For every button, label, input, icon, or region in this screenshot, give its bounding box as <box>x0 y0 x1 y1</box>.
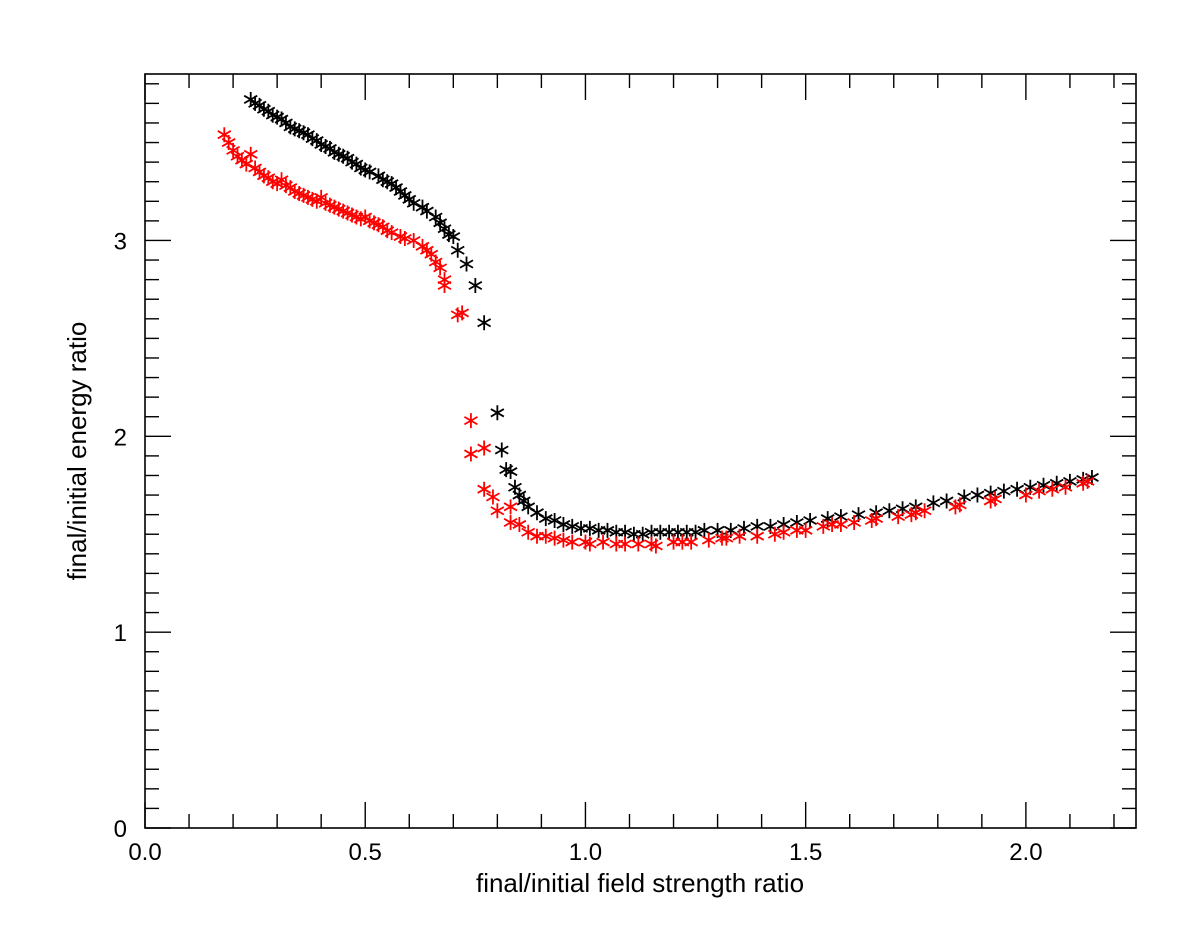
data-point-red <box>648 538 663 554</box>
data-point-red <box>816 518 831 534</box>
data-point-red <box>1058 479 1073 495</box>
data-point-red <box>463 446 478 462</box>
tick-labels: 0.0 0.5 1.0 1.5 2.0 0 1 2 3 <box>114 228 1043 866</box>
data-point-red <box>847 514 862 530</box>
y-tick-label: 0 <box>114 816 127 843</box>
axis-ticks <box>144 74 1136 829</box>
data-point-red <box>455 305 470 321</box>
data-point-red <box>243 146 258 162</box>
x-tick-label: 2.0 <box>1009 839 1042 866</box>
data-point-red <box>437 278 452 294</box>
data-point-black <box>468 278 483 294</box>
x-tick-label: 1.5 <box>789 839 822 866</box>
data-point-red <box>798 522 813 538</box>
data-point-red <box>1080 473 1095 489</box>
data-point-red <box>512 516 527 532</box>
data-point-black <box>450 242 465 258</box>
data-point-red <box>750 528 765 544</box>
data-point-black <box>538 511 553 527</box>
x-tick-label: 0.0 <box>128 839 161 866</box>
data-point-black <box>565 518 580 534</box>
data-point-red <box>521 524 536 540</box>
data-point-red <box>384 225 399 241</box>
data-point-red <box>988 491 1003 507</box>
x-tick-label: 0.5 <box>349 839 382 866</box>
y-axis-label: final/initial energy ratio <box>62 322 92 581</box>
plot-frame <box>144 73 1137 829</box>
data-point-red <box>596 534 611 550</box>
data-point-red <box>869 511 884 527</box>
data-point-red <box>767 526 782 542</box>
data-point-black <box>406 195 421 211</box>
data-point-black <box>996 483 1011 499</box>
data-point-red <box>503 499 518 515</box>
data-point-red <box>952 497 967 513</box>
y-tick-label: 1 <box>114 620 127 647</box>
data-point-red <box>1045 481 1060 497</box>
data-point-red <box>1032 483 1047 499</box>
data-point-red <box>582 536 597 552</box>
data-marks <box>217 91 1099 554</box>
data-point-red <box>917 503 932 519</box>
data-point-red <box>719 530 734 546</box>
data-point-red <box>618 536 633 552</box>
y-tick-label: 3 <box>114 228 127 255</box>
data-point-black <box>477 315 492 331</box>
data-point-red <box>908 505 923 521</box>
x-axis-label: final/initial field strength ratio <box>476 868 804 898</box>
data-point-red <box>538 528 553 544</box>
data-point-red <box>477 440 492 456</box>
data-point-red <box>463 413 478 429</box>
data-point-black <box>503 464 518 480</box>
data-point-red <box>477 481 492 497</box>
data-point-red <box>547 530 562 546</box>
data-point-red <box>397 231 412 247</box>
data-point-red <box>556 532 571 548</box>
data-point-red <box>684 534 699 550</box>
data-point-black <box>926 495 941 511</box>
data-point-black <box>547 513 562 529</box>
x-tick-label: 1.0 <box>569 839 602 866</box>
data-point-red <box>1018 487 1033 503</box>
data-point-red <box>776 524 791 540</box>
data-point-red <box>433 260 448 276</box>
data-point-red <box>503 514 518 530</box>
data-point-red <box>732 528 747 544</box>
data-point-black <box>600 522 615 538</box>
data-point-red <box>486 489 500 505</box>
data-point-red <box>701 532 716 548</box>
data-point-black <box>459 256 474 272</box>
data-point-black <box>362 164 377 180</box>
data-point-black <box>556 516 571 532</box>
data-point-black <box>494 442 509 458</box>
data-point-black <box>970 487 985 503</box>
data-point-red <box>490 503 505 519</box>
data-point-red <box>631 536 646 552</box>
data-point-black <box>446 229 461 245</box>
data-point-red <box>891 509 906 525</box>
data-point-red <box>565 534 580 550</box>
data-point-red <box>833 516 848 532</box>
data-point-black <box>490 405 505 421</box>
data-point-black <box>582 520 597 536</box>
y-tick-label: 2 <box>114 424 127 451</box>
